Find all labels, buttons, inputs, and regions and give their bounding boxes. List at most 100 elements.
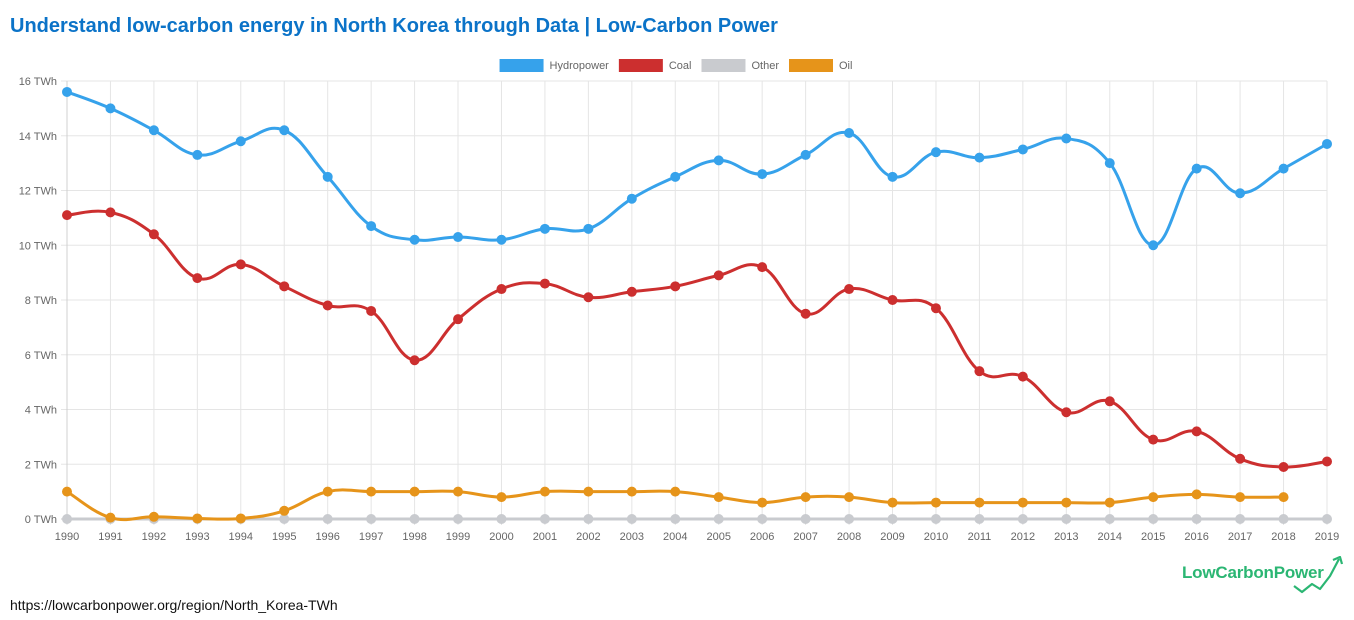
data-point-oil[interactable] bbox=[148, 511, 159, 522]
data-point-hydropower[interactable] bbox=[235, 136, 246, 147]
data-point-other[interactable] bbox=[800, 514, 811, 524]
data-point-coal[interactable] bbox=[105, 207, 116, 218]
data-point-oil[interactable] bbox=[366, 486, 377, 497]
data-point-oil[interactable] bbox=[713, 492, 724, 503]
data-point-oil[interactable] bbox=[757, 497, 768, 508]
data-point-hydropower[interactable] bbox=[1191, 163, 1202, 174]
data-point-other[interactable] bbox=[930, 514, 941, 524]
data-point-hydropower[interactable] bbox=[670, 171, 681, 182]
data-point-coal[interactable] bbox=[409, 355, 420, 366]
data-point-hydropower[interactable] bbox=[409, 234, 420, 245]
data-point-hydropower[interactable] bbox=[1235, 188, 1246, 199]
data-point-oil[interactable] bbox=[1061, 497, 1072, 508]
data-point-coal[interactable] bbox=[539, 278, 550, 289]
data-point-hydropower[interactable] bbox=[192, 149, 203, 160]
data-point-other[interactable] bbox=[974, 514, 985, 524]
data-point-hydropower[interactable] bbox=[930, 147, 941, 158]
data-point-coal[interactable] bbox=[800, 308, 811, 319]
data-point-hydropower[interactable] bbox=[1148, 240, 1159, 251]
data-point-other[interactable] bbox=[322, 514, 333, 524]
data-point-coal[interactable] bbox=[670, 281, 681, 292]
data-point-other[interactable] bbox=[1017, 514, 1028, 524]
data-point-oil[interactable] bbox=[235, 513, 246, 524]
data-point-coal[interactable] bbox=[192, 273, 203, 284]
data-point-oil[interactable] bbox=[1235, 492, 1246, 503]
data-point-coal[interactable] bbox=[757, 262, 768, 273]
source-url[interactable]: https://lowcarbonpower.org/region/North_… bbox=[10, 597, 338, 613]
data-point-other[interactable] bbox=[1278, 514, 1289, 524]
data-point-coal[interactable] bbox=[453, 314, 464, 325]
data-point-coal[interactable] bbox=[1148, 434, 1159, 445]
data-point-other[interactable] bbox=[453, 514, 464, 524]
data-point-other[interactable] bbox=[757, 514, 768, 524]
data-point-coal[interactable] bbox=[62, 210, 72, 221]
data-point-oil[interactable] bbox=[192, 513, 203, 524]
data-point-hydropower[interactable] bbox=[844, 128, 855, 139]
legend-item-oil[interactable]: Oil bbox=[789, 59, 852, 72]
data-point-other[interactable] bbox=[1104, 514, 1115, 524]
data-point-coal[interactable] bbox=[1235, 453, 1246, 464]
data-point-coal[interactable] bbox=[583, 292, 594, 303]
data-point-coal[interactable] bbox=[1017, 371, 1028, 382]
data-point-oil[interactable] bbox=[974, 497, 985, 508]
legend-item-other[interactable]: Other bbox=[701, 59, 779, 72]
data-point-other[interactable] bbox=[62, 514, 72, 524]
data-point-hydropower[interactable] bbox=[626, 193, 637, 204]
data-point-oil[interactable] bbox=[409, 486, 420, 497]
data-point-hydropower[interactable] bbox=[713, 155, 724, 166]
data-point-other[interactable] bbox=[583, 514, 594, 524]
data-point-coal[interactable] bbox=[366, 305, 377, 316]
data-point-other[interactable] bbox=[539, 514, 550, 524]
data-point-coal[interactable] bbox=[235, 259, 246, 270]
data-point-coal[interactable] bbox=[713, 270, 724, 281]
data-point-hydropower[interactable] bbox=[62, 86, 72, 97]
data-point-oil[interactable] bbox=[496, 492, 507, 503]
data-point-oil[interactable] bbox=[583, 486, 594, 497]
data-point-other[interactable] bbox=[279, 514, 290, 524]
data-point-hydropower[interactable] bbox=[757, 169, 768, 180]
data-point-coal[interactable] bbox=[974, 366, 985, 377]
data-point-hydropower[interactable] bbox=[105, 103, 116, 114]
data-point-coal[interactable] bbox=[626, 286, 637, 297]
data-point-coal[interactable] bbox=[1278, 461, 1289, 472]
data-point-other[interactable] bbox=[496, 514, 507, 524]
data-point-hydropower[interactable] bbox=[583, 223, 594, 234]
data-point-hydropower[interactable] bbox=[453, 232, 464, 243]
data-point-coal[interactable] bbox=[887, 295, 898, 305]
data-point-other[interactable] bbox=[844, 514, 855, 524]
data-point-coal[interactable] bbox=[1322, 456, 1332, 467]
data-point-oil[interactable] bbox=[105, 512, 116, 523]
data-point-other[interactable] bbox=[1061, 514, 1072, 524]
data-point-oil[interactable] bbox=[800, 492, 811, 503]
data-point-other[interactable] bbox=[1322, 514, 1332, 524]
data-point-coal[interactable] bbox=[844, 284, 855, 295]
data-point-other[interactable] bbox=[887, 514, 898, 524]
data-point-hydropower[interactable] bbox=[322, 171, 333, 182]
data-point-oil[interactable] bbox=[1191, 489, 1202, 500]
data-point-oil[interactable] bbox=[844, 492, 855, 503]
data-point-oil[interactable] bbox=[1104, 497, 1115, 508]
data-point-oil[interactable] bbox=[279, 505, 290, 516]
data-point-other[interactable] bbox=[409, 514, 420, 524]
data-point-coal[interactable] bbox=[322, 300, 333, 311]
data-point-hydropower[interactable] bbox=[148, 125, 159, 136]
data-point-oil[interactable] bbox=[887, 497, 898, 508]
data-point-oil[interactable] bbox=[62, 486, 72, 497]
data-point-hydropower[interactable] bbox=[1017, 144, 1028, 155]
data-point-other[interactable] bbox=[1148, 514, 1159, 524]
data-point-coal[interactable] bbox=[279, 281, 290, 292]
chart-legend[interactable]: Hydropower Coal Other Oil bbox=[499, 59, 853, 72]
data-point-hydropower[interactable] bbox=[974, 152, 985, 163]
data-point-oil[interactable] bbox=[626, 486, 637, 497]
data-point-oil[interactable] bbox=[453, 486, 464, 497]
data-point-coal[interactable] bbox=[1061, 407, 1072, 418]
data-point-hydropower[interactable] bbox=[539, 223, 550, 234]
data-point-hydropower[interactable] bbox=[1104, 158, 1115, 169]
data-point-oil[interactable] bbox=[670, 486, 681, 497]
data-point-oil[interactable] bbox=[1017, 497, 1028, 508]
data-point-hydropower[interactable] bbox=[887, 171, 898, 182]
data-point-other[interactable] bbox=[713, 514, 724, 524]
data-point-hydropower[interactable] bbox=[366, 221, 377, 232]
data-point-oil[interactable] bbox=[1278, 492, 1289, 503]
data-point-oil[interactable] bbox=[539, 486, 550, 497]
